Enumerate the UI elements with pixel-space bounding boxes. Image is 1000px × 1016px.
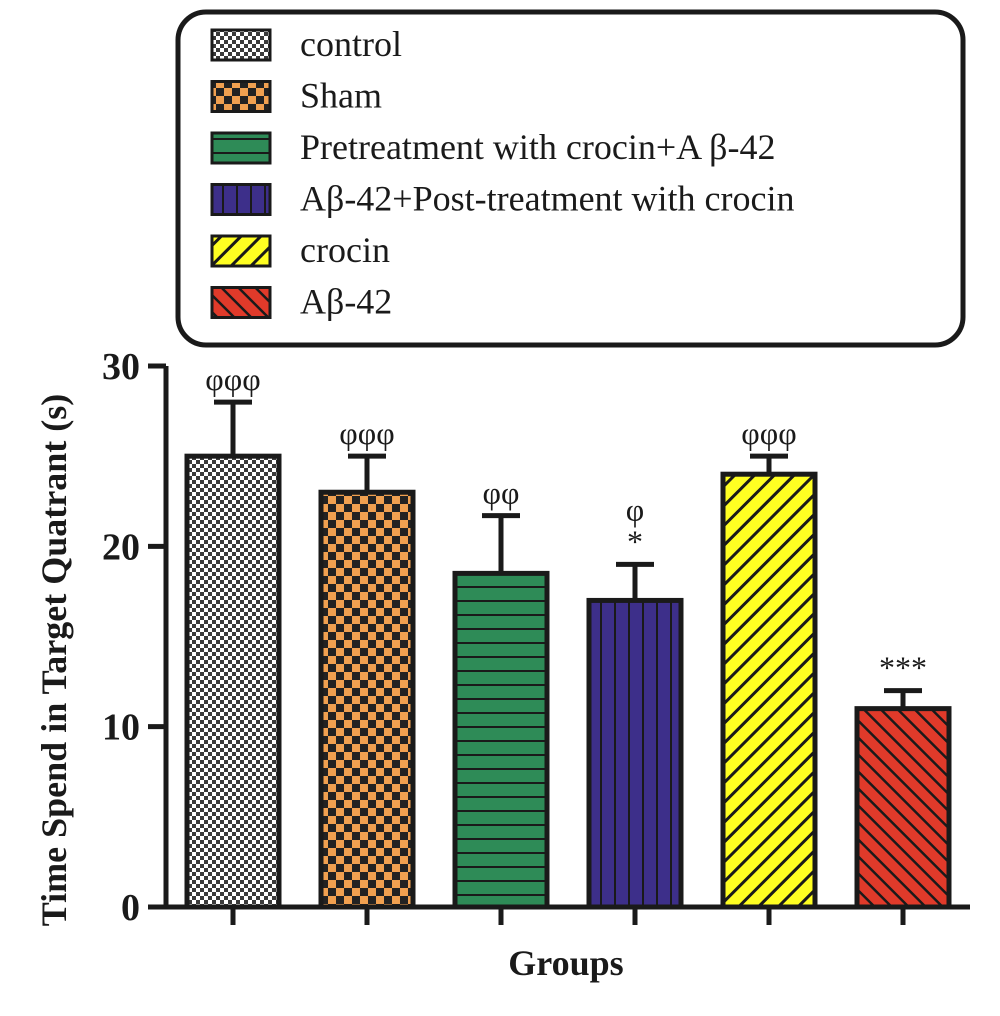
significance-label: φφφ — [339, 415, 394, 451]
legend-swatch-0 — [210, 28, 272, 62]
y-ticks: 0 10 20 30 — [102, 346, 166, 929]
legend-swatch-5 — [210, 286, 272, 319]
legend-swatch-4 — [210, 234, 272, 268]
legend-box — [175, 9, 966, 348]
significance-label: φ — [626, 491, 644, 527]
bar-0 — [184, 453, 282, 910]
error-bars — [214, 399, 922, 709]
significance-label: φφφ — [205, 361, 260, 397]
bar-2 — [452, 570, 550, 910]
bars — [184, 453, 952, 910]
y-tick-label: 30 — [102, 346, 140, 388]
bar-3 — [586, 597, 684, 910]
bar-1 — [318, 489, 416, 910]
legend-label-5: Aβ-42 — [300, 282, 392, 322]
y-tick-label: 20 — [102, 526, 140, 568]
x-ticks — [230, 907, 906, 925]
bar-5 — [854, 706, 952, 910]
legend-label-0: control — [300, 24, 402, 64]
y-axis-title: Time Spend in Target Quatrant (s) — [34, 394, 74, 926]
y-tick-label: 10 — [102, 707, 140, 749]
significance-label: φφφ — [741, 415, 796, 451]
bar-4 — [720, 471, 818, 910]
significance-label: *** — [879, 650, 927, 686]
y-tick-label: 0 — [121, 887, 140, 929]
legend-swatch-3 — [210, 183, 272, 216]
legend-label-3: Aβ-42+Post-treatment with crocin — [300, 179, 795, 219]
legend: control Sham Pretreatment with crocin+A β-… — [210, 24, 795, 322]
significance-label: φφ — [483, 475, 520, 511]
legend-label-4: crocin — [300, 230, 390, 270]
legend-label-1: Sham — [300, 76, 382, 116]
legend-swatch-1 — [210, 80, 272, 113]
significance-label: * — [627, 523, 643, 559]
legend-swatch-2 — [210, 131, 272, 165]
legend-label-2: Pretreatment with crocin+A β-42 — [300, 127, 776, 167]
x-axis-title: Groups — [508, 943, 623, 983]
